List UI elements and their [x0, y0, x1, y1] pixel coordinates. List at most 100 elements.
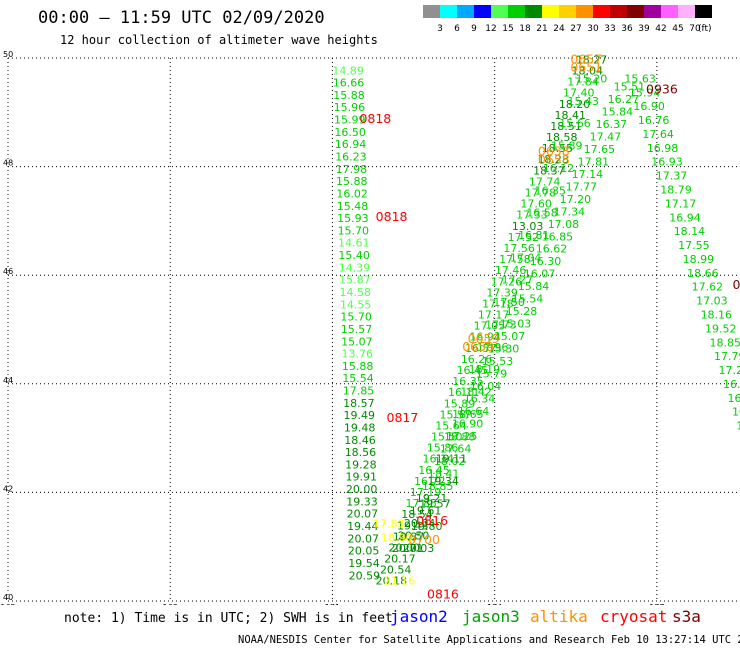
wave-height-value: 18.20 [559, 98, 591, 111]
wave-height-value: 18.90 [381, 531, 413, 544]
wave-height-value: 15.40 [338, 249, 370, 262]
wave-height-value: 16.14 [423, 453, 455, 466]
latitude-tick-label: 42 [3, 484, 13, 493]
wave-height-value: 20.03 [403, 542, 435, 555]
wave-height-value: 19.33 [346, 495, 378, 508]
wave-height-value: 18.51 [550, 120, 582, 133]
wave-height-value: 18.04 [571, 65, 603, 78]
wave-height-value: 17.83 [373, 518, 405, 531]
legend-swatch [610, 5, 627, 18]
wave-height-value: 14.58 [340, 286, 372, 299]
wave-height-value: 16.62 [536, 243, 568, 256]
wave-height-value: 18.99 [683, 253, 715, 266]
graticule: 165 168 171 174 177 40 42 44 46 48 50 [0, 50, 740, 605]
wave-height-value: 16.02 [336, 187, 368, 200]
wave-height-value: 17.78 [525, 187, 557, 200]
pass-time-label: 0700 [408, 532, 440, 547]
wave-height-value: 15.70 [340, 311, 372, 324]
wave-height-value: 17.37 [656, 170, 688, 183]
wave-height-value: 21.16 [384, 575, 416, 588]
legend-swatch [695, 5, 712, 18]
wave-height-value: 16.94 [335, 138, 367, 151]
wave-height-value: 16.94 [469, 331, 501, 344]
wave-height-value: 17.19 [410, 486, 442, 499]
latitude-tick-label: 48 [3, 159, 13, 168]
wave-height-value: 18.02 [434, 455, 466, 468]
wave-height-value: 16.50 [334, 126, 366, 139]
wave-height-value: 19.61 [410, 505, 442, 518]
legend-label: 39 [638, 24, 650, 34]
wave-height-value: 15.48 [337, 200, 369, 213]
wave-height-value: 15.70 [338, 224, 370, 237]
wave-height-value: 19.52 [705, 322, 737, 335]
pass-time-label: 0817 [387, 410, 419, 425]
wave-height-value: 17.85 [405, 497, 437, 510]
satellite-jason3-label: jason3 [462, 607, 520, 626]
wave-height-value: 15.50 [431, 431, 463, 444]
wave-height-value: 17.62 [692, 281, 724, 294]
legend-swatch [457, 5, 474, 18]
wave-height-value: 15.07 [341, 335, 373, 348]
color-legend: 3 6 9 12 15 18 21 24 27 30 33 36 39 42 45 70(ft) [423, 5, 712, 34]
legend-label: 36 [621, 24, 633, 34]
wave-height-value: 13.03 [512, 220, 543, 233]
wave-height-value: 18.88 [444, 430, 476, 443]
legend-swatch [644, 5, 661, 18]
wave-height-value: 17.52 [508, 231, 540, 244]
wave-height-value: 16.81 [518, 229, 550, 242]
wave-height-value: 17.18 [482, 297, 514, 310]
wave-height-value: 17.20 [560, 193, 592, 206]
wave-height-value: 20.04 [404, 517, 436, 530]
wave-height-value: 15.30 [488, 343, 519, 356]
wave-height-value: 20.00 [346, 483, 378, 496]
wave-height-value: 16.94 [669, 211, 701, 224]
wave-height-value: 20.07 [347, 532, 379, 545]
latitude-tick-label: 46 [3, 267, 13, 276]
pass-time-label: 0659 [468, 331, 500, 346]
wave-height-value: 17.17 [665, 197, 697, 210]
wave-height-value: 17.79 [714, 350, 740, 363]
wave-height-value: 18.54 [401, 508, 433, 521]
wave-height-value: 17.47 [590, 130, 622, 143]
longitude-tick-label: 171 [325, 603, 340, 605]
wave-height-value: 18.79 [660, 184, 692, 197]
legend-label: 12 [485, 24, 496, 34]
wave-height-value: 17.17 [478, 309, 510, 322]
wave-height-value: 17.08 [548, 218, 580, 231]
wave-height-value: 20.07 [347, 508, 379, 521]
legend-swatch [474, 5, 491, 18]
wave-height-value: 15.57 [341, 323, 373, 336]
legend-swatch [627, 5, 644, 18]
wave-height-value: 14.55 [340, 298, 372, 311]
wave-height-value: 17.73 [485, 318, 516, 331]
wave-height-value: 16.93 [651, 156, 683, 169]
wave-height-value: 20.00 [388, 541, 420, 554]
wave-height-value: 17.34 [554, 205, 586, 218]
wave-height-value: 17.04 [510, 251, 542, 264]
wave-height-value: 20.18 [376, 575, 408, 588]
wave-height-value: 16.21 [732, 406, 740, 419]
wave-height-value: 17.64 [642, 128, 674, 141]
longitude-tick-label: 165 [0, 603, 15, 605]
wave-height-value: 19.54 [348, 557, 380, 570]
legend-label: 15 [502, 24, 513, 34]
wave-height-value: 15.87 [339, 274, 371, 287]
wave-height-value: 17.03 [696, 295, 728, 308]
wave-height-value: 20.05 [348, 545, 380, 558]
wave-height-value: 15.53 [482, 355, 513, 368]
wave-height-value: 13.76 [342, 348, 374, 361]
wave-height-value: 16.11 [448, 386, 480, 399]
wave-height-value: 15.89 [444, 397, 476, 410]
pass-time-label: 0659 [462, 339, 494, 354]
wave-height-value: 20.71 [392, 542, 424, 555]
legend-swatch [525, 5, 542, 18]
wave-height-value: 17.74 [529, 175, 561, 188]
wave-height-value: 14.89 [332, 64, 364, 77]
wave-height-value: 15.57 [440, 408, 472, 421]
wave-height-value: 16.34 [464, 392, 496, 405]
wave-height-value: 19.44 [347, 520, 379, 533]
wave-height-value: 15.66 [559, 117, 591, 130]
wave-height-value: 18.19 [469, 363, 501, 376]
wave-height-value: 18.28 [537, 153, 569, 166]
satellite-altika-label: altika [530, 607, 588, 626]
